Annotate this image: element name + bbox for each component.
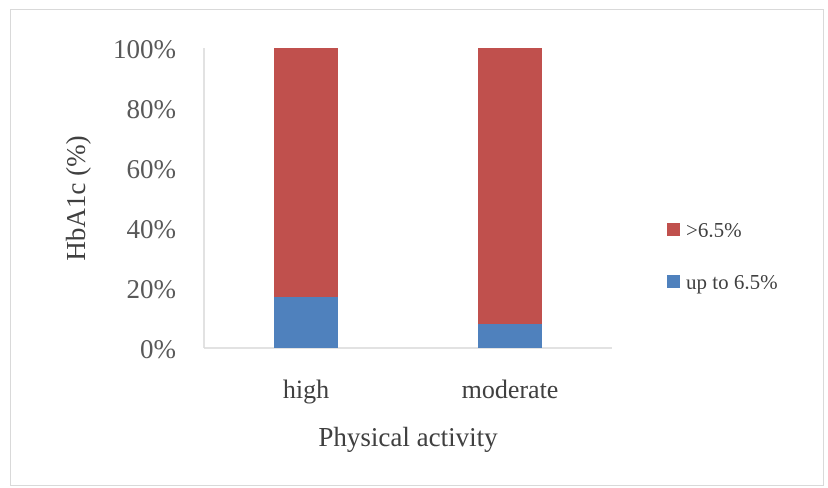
y-axis-title: HbA1c (%) <box>61 135 91 260</box>
y-tick-label: 100% <box>113 34 176 64</box>
y-tick-label: 20% <box>127 274 177 304</box>
y-tick-label: 60% <box>127 154 177 184</box>
legend-label: up to 6.5% <box>686 270 778 294</box>
legend-swatch <box>667 223 680 236</box>
bar-segment <box>274 297 338 348</box>
chart-frame <box>10 9 824 486</box>
bars <box>274 48 542 348</box>
x-tick-label: high <box>283 375 329 404</box>
bar-segment <box>478 48 542 324</box>
bar-segment <box>274 48 338 297</box>
y-tick-labels: 0% 20% 40% 60% 80% 100% <box>113 34 176 364</box>
x-tick-label: moderate <box>462 375 559 404</box>
x-axis-title: Physical activity <box>318 422 498 452</box>
y-tick-label: 80% <box>127 94 177 124</box>
x-tick-labels: high moderate <box>283 375 558 404</box>
legend-swatch <box>667 275 680 288</box>
legend: >6.5% up to 6.5% <box>667 218 778 294</box>
legend-label: >6.5% <box>686 218 742 242</box>
y-tick-label: 40% <box>127 214 177 244</box>
bar-segment <box>478 324 542 348</box>
y-tick-label: 0% <box>140 334 176 364</box>
